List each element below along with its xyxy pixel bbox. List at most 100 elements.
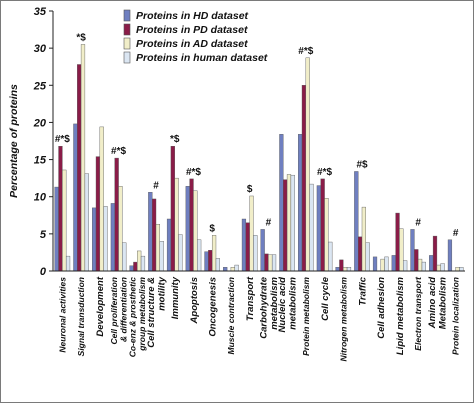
bar — [346, 267, 352, 272]
bar — [339, 259, 344, 272]
category-label: Apoptosis — [189, 277, 200, 324]
category-label: Co-enz & prosthetic — [128, 277, 138, 358]
annotation-label: #*$ — [298, 46, 313, 57]
category-label: Nitrogen metabolism — [338, 277, 348, 362]
y-axis-label: Percentage of proteins — [8, 84, 20, 198]
bar — [260, 229, 265, 272]
annotation-label: #*$ — [317, 167, 332, 178]
bar-group — [260, 229, 277, 272]
bar — [358, 236, 363, 272]
annotation-label: #*$ — [186, 167, 201, 178]
bar — [62, 169, 67, 272]
bar — [316, 185, 321, 272]
bar — [320, 178, 325, 272]
category-label: & differentiation — [118, 277, 128, 342]
bar — [197, 239, 202, 272]
annotation-label: $ — [209, 223, 215, 234]
bar — [309, 183, 314, 272]
annotation-label: #*$ — [55, 134, 70, 145]
category-label: Immunity — [170, 276, 181, 319]
category-label: Transport — [245, 276, 256, 321]
bar — [343, 267, 348, 272]
bar — [189, 178, 194, 272]
y-tick-label: 35 — [34, 6, 47, 18]
bar — [223, 267, 228, 272]
bar — [268, 254, 273, 272]
category-label: motility — [157, 276, 168, 310]
bar — [301, 85, 307, 272]
legend-label: Proteins in PD dataset — [136, 24, 248, 36]
bar — [230, 267, 235, 272]
bar — [118, 186, 123, 272]
bar — [99, 126, 104, 272]
bar — [140, 255, 146, 272]
bar-group — [372, 256, 389, 272]
bar — [286, 174, 292, 272]
bar — [110, 203, 115, 272]
bar — [417, 258, 423, 272]
bar — [354, 171, 359, 272]
annotation-label: # — [415, 217, 421, 228]
bar-group — [73, 44, 89, 272]
bar-group — [204, 235, 220, 272]
bar — [335, 267, 340, 272]
bar-group — [223, 264, 239, 272]
bar — [122, 242, 127, 272]
bar — [84, 173, 89, 272]
bar — [129, 265, 134, 272]
bar-group — [447, 239, 464, 272]
bar — [73, 123, 78, 272]
category-label: group metabolism — [137, 277, 147, 352]
bar — [279, 134, 284, 272]
category-label: metabolism — [269, 276, 280, 329]
bar-group — [110, 157, 127, 272]
y-tick-label: 5 — [40, 229, 47, 241]
category-label: metabolism — [288, 276, 299, 329]
bar — [241, 218, 247, 272]
bar — [204, 251, 209, 272]
y-ticks: 0 5 10 15 20 25 30 35 — [33, 6, 53, 278]
bar — [166, 218, 172, 272]
bar-group — [185, 178, 202, 272]
category-label: Oncogenesis — [208, 277, 219, 337]
bar — [54, 186, 59, 272]
bar — [178, 234, 183, 272]
axes-layer — [52, 11, 465, 272]
bar — [455, 267, 460, 272]
category-label: Amino acid — [427, 277, 438, 329]
bar-group — [279, 134, 295, 272]
bar — [264, 253, 269, 272]
bar — [211, 235, 217, 272]
bar — [92, 207, 97, 272]
bar — [80, 44, 86, 272]
annotation-label: # — [153, 180, 159, 191]
category-label: Protein localization — [451, 277, 461, 355]
bar-group — [129, 250, 146, 272]
category-label: Traffic — [357, 276, 368, 305]
bar — [391, 255, 396, 272]
annotation-label: #*$ — [111, 146, 126, 157]
bar-group — [54, 145, 71, 272]
category-label: Cell cycle — [320, 276, 331, 321]
bar — [361, 206, 366, 272]
bar — [253, 235, 258, 272]
bar — [95, 156, 101, 272]
legend-swatch — [123, 23, 131, 36]
bar — [395, 212, 400, 272]
legend-swatch — [123, 9, 131, 22]
bar — [159, 241, 164, 272]
bar — [328, 241, 333, 272]
legend: Proteins in HD dataset Proteins in PD dat… — [123, 9, 268, 64]
category-label: Muscle contraction — [226, 277, 236, 354]
significance-annotations: #*$*$#*$#*$#*$$$##*$#*$#$## — [55, 32, 459, 238]
bar — [215, 258, 220, 272]
bar — [103, 206, 108, 272]
y-tick-label: 30 — [34, 43, 47, 55]
bar — [271, 254, 277, 272]
category-label: Nucleic acid — [277, 277, 288, 333]
bar — [170, 145, 175, 272]
category-label: Carbohydrate — [258, 276, 269, 338]
bar — [283, 179, 288, 272]
